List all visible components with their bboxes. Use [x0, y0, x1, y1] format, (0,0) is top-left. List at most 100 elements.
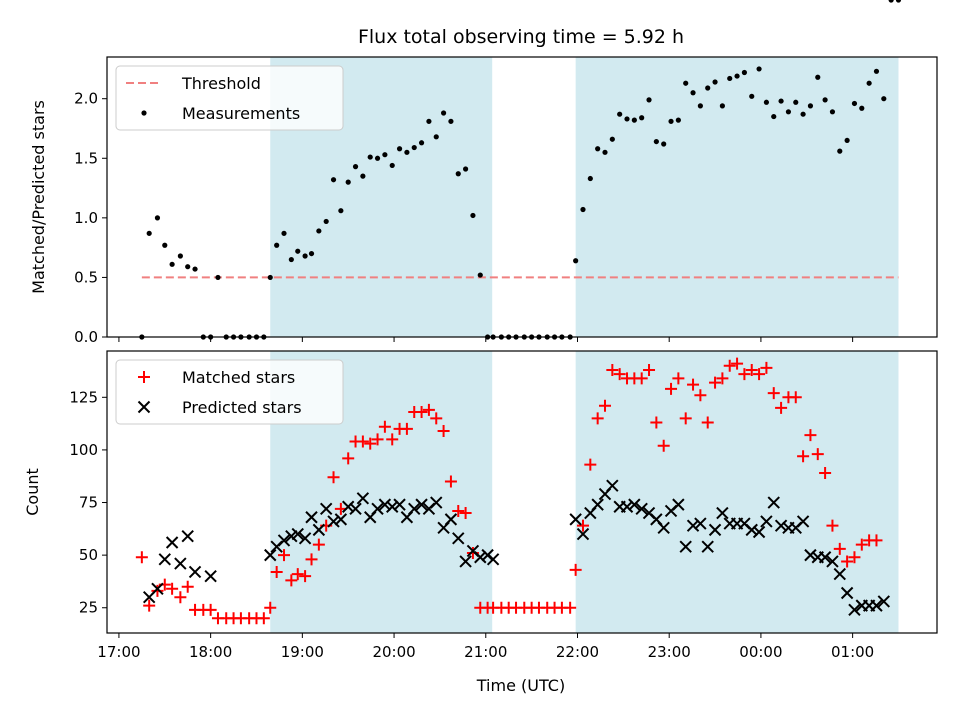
matched-stars-point [257, 612, 270, 625]
measurements-point [288, 256, 294, 263]
matched-stars-point [591, 412, 604, 425]
matched-stars-point [606, 363, 619, 376]
x-axis-label: Time (UTC) [476, 676, 565, 695]
measurements-point [587, 175, 593, 182]
predicted-stars-point [774, 519, 788, 532]
matched-stars-point [342, 452, 355, 465]
measurements-point [573, 258, 579, 264]
predicted-stars-point [818, 551, 832, 564]
predicted-stars-point [393, 498, 406, 511]
matched-stars-point [278, 549, 291, 562]
predicted-stars-point [181, 529, 194, 543]
matched-stars-point [767, 387, 780, 400]
matched-stars-point [569, 563, 582, 576]
matched-stars-point [848, 551, 861, 564]
predicted-stars-point [708, 523, 722, 537]
measurements-point [741, 69, 748, 76]
predicted-stars-point [672, 498, 685, 511]
legend-predicted-stars-swatch [137, 400, 151, 414]
measurements-point [146, 230, 152, 236]
matched-stars-point [731, 357, 744, 370]
observing-window-shade [575, 351, 899, 633]
matched-stars-point [327, 471, 340, 484]
measurements-point [281, 230, 287, 236]
predicted-stars-point [833, 567, 846, 581]
x-tick-label: 22:00 [556, 643, 599, 661]
matched-stars-point [174, 591, 187, 604]
predicted-stars-point [298, 532, 312, 545]
matched-stars-point [291, 568, 304, 581]
legend-matched-stars-swatch [138, 371, 150, 383]
measurements-point [785, 109, 792, 115]
predicted-stars-point [840, 586, 854, 600]
predicted-stars-point [165, 536, 179, 549]
measurements-point [215, 274, 221, 281]
x-tick-label: 23:00 [648, 643, 691, 661]
x-tick-label: 18:00 [189, 643, 232, 661]
measurements-point [778, 98, 784, 104]
measurements-point [895, 0, 902, 3]
matched-stars-point [723, 359, 736, 372]
predicted-stars-point [701, 540, 714, 553]
legend-predicted-stars-label: Predicted stars [182, 398, 302, 417]
predicted-stars-point [319, 502, 333, 516]
y-tick-label: 100 [69, 441, 98, 459]
measurements-point [697, 103, 703, 109]
predicted-stars-point [804, 548, 817, 562]
matched-stars-point [584, 458, 597, 471]
matched-stars-point [564, 601, 577, 614]
predicted-stars-point [408, 502, 421, 516]
matched-stars-point [789, 391, 802, 404]
matched-stars-point [833, 542, 846, 555]
bottom-panel-y-axis-label: Count [23, 468, 42, 516]
predicted-stars-point [486, 553, 500, 566]
measurements-point [873, 68, 880, 74]
measurements-point [338, 208, 344, 214]
predicted-stars-point [679, 540, 692, 553]
measurements-point [169, 261, 175, 267]
y-tick-label: 75 [79, 494, 98, 512]
measurements-point [617, 111, 623, 117]
measurements-point [162, 242, 168, 248]
measurements-point [624, 116, 630, 122]
ratio-panel: 0.0 0.5 1.0 1.5 2.0 Threshold Measurements [74, 0, 938, 346]
predicted-stars-point [158, 553, 171, 566]
y-tick-label: 1.0 [74, 209, 98, 227]
matched-stars-point [422, 403, 435, 416]
matched-stars-point [599, 399, 611, 412]
count-panel: 25 50 75 100 125 17:00 18:00 19:00 20:00 21:00 22:… [69, 351, 938, 661]
x-tick-label: 21:00 [464, 643, 507, 661]
matched-stars-point [694, 389, 707, 402]
predicted-stars-point [657, 521, 670, 534]
matched-stars-point [797, 450, 810, 463]
top-legend [115, 65, 344, 131]
predicted-stars-point [174, 557, 187, 570]
predicted-stars-point [305, 511, 318, 524]
predicted-stars-point [452, 532, 465, 545]
matched-stars-point [143, 599, 156, 612]
measurements-point [727, 75, 733, 82]
measurements-point [793, 99, 799, 105]
predicted-stars-point [870, 599, 883, 612]
measurements-point [807, 103, 814, 109]
matched-stars-point [738, 368, 751, 381]
predicted-stars-point [341, 500, 355, 513]
measurements-point [749, 93, 755, 99]
measurements-point [595, 146, 601, 152]
measurements-point [360, 173, 366, 179]
measurements-point [705, 85, 711, 91]
x-tick-label: 19:00 [281, 643, 324, 661]
matched-stars-point [841, 555, 854, 568]
matched-stars-point [378, 420, 391, 433]
matched-stars-point [650, 416, 663, 429]
y-tick-label: 125 [69, 388, 98, 406]
measurements-point [646, 97, 652, 103]
matched-stars-point [415, 406, 428, 419]
chart-title: Flux total observing time = 5.92 h [358, 26, 684, 48]
measurements-point [609, 136, 615, 142]
predicted-stars-point [796, 515, 810, 528]
matched-stars-point [804, 429, 817, 442]
measurements-point [323, 218, 329, 225]
matched-stars-point [364, 437, 377, 450]
